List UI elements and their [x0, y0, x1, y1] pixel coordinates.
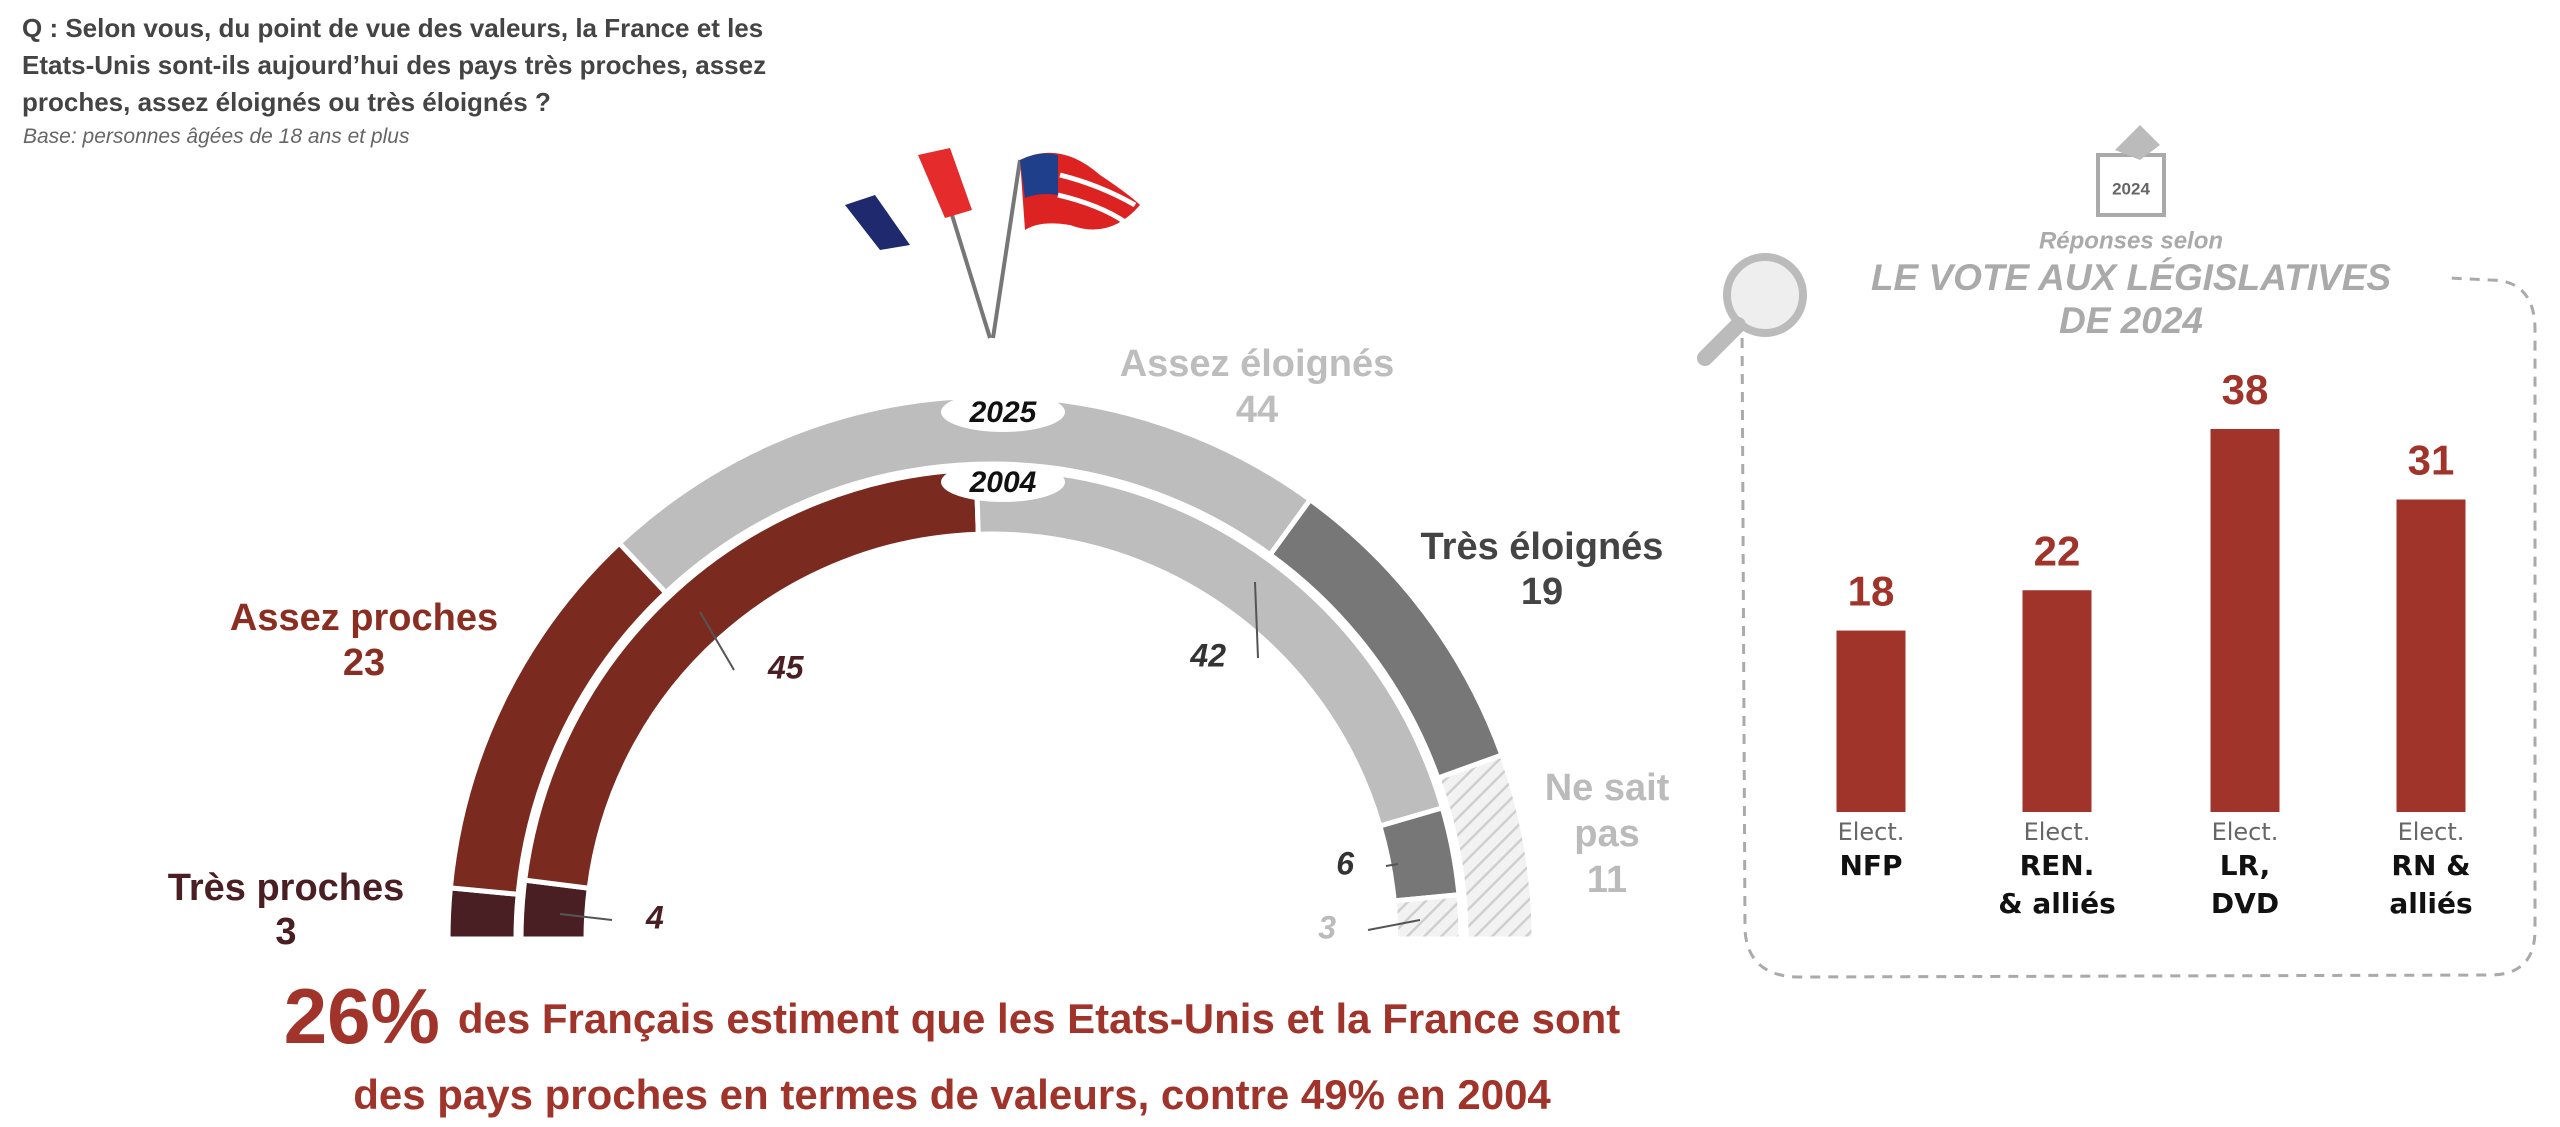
value-label: 6 [1336, 845, 1354, 881]
year-badge [941, 392, 1065, 432]
headline-text: des Français estiment que les Etats-Unis… [458, 995, 1620, 1042]
category-label: Ne sait pas [1545, 767, 1670, 855]
category-label: Très proches [168, 867, 405, 909]
category-label: Assez éloignés [1120, 343, 1395, 385]
value-label: 42 [1189, 637, 1226, 673]
value-label: 31 [2408, 437, 2455, 484]
leader-line [559, 913, 613, 921]
headline-text: des pays proches en termes de valeurs, c… [353, 1071, 1551, 1118]
year-badge [941, 462, 1065, 502]
x-tick-label: Elect. [1838, 818, 1905, 846]
x-tick-label: alliés [2389, 887, 2472, 920]
x-tick-label: Elect. [2398, 818, 2465, 846]
leader-line [1385, 863, 1399, 867]
panel-decor [1697, 125, 2537, 979]
x-tick-label: & alliés [1998, 887, 2116, 920]
headline: 26% des Français estiment que les Etats-U… [284, 972, 1621, 1060]
donut-segment [1391, 892, 1464, 942]
x-tick-label: DVD [2211, 887, 2279, 920]
panel-title: LE VOTE AUX LÉGISLATIVES [1871, 257, 2391, 298]
value-label: 3 [1318, 909, 1336, 945]
value-label: 45 [767, 649, 805, 685]
leader-line [1254, 581, 1259, 659]
base-note: Base: personnes âgées de 18 ans et plus [23, 125, 410, 148]
bar [2210, 428, 2280, 812]
headline-figure: 26% [284, 972, 440, 1060]
leader-line [1367, 919, 1421, 931]
leader-line [699, 611, 735, 671]
value-label: 23 [343, 642, 385, 684]
value-label: 38 [2222, 366, 2269, 413]
x-tick-label: REN. [2020, 849, 2095, 882]
x-tick-label: LR, [2220, 849, 2271, 882]
donut-segment [1376, 804, 1462, 904]
value-label: 44 [1236, 389, 1278, 431]
value-label: 19 [1521, 571, 1563, 613]
year-label: 2025 [969, 396, 1038, 429]
icon-label: 2024 [2112, 179, 2150, 198]
value-label: 22 [2034, 527, 2081, 574]
bar [2022, 590, 2092, 812]
question: Q : Selon vous, du point de vue des vale… [22, 13, 767, 117]
donut-segment [1434, 751, 1537, 942]
bar [1836, 630, 1906, 812]
panel-title: DE 2024 [2059, 300, 2203, 341]
value-label: 4 [645, 899, 664, 935]
value-label: 11 [1587, 859, 1627, 901]
panel-subtitle: Réponses selon [2039, 227, 2223, 254]
flags [845, 148, 1140, 339]
year-label: 2004 [969, 466, 1037, 499]
x-tick-label: RN & [2391, 849, 2470, 882]
category-label: Très éloignés [1421, 526, 1664, 568]
x-tick-label: NFP [1839, 849, 1902, 882]
category-label: Assez proches [230, 597, 498, 639]
value-label: 18 [1848, 568, 1895, 615]
value-label: 3 [275, 911, 296, 953]
x-tick-label: Elect. [2212, 818, 2279, 846]
x-tick-label: Elect. [2024, 818, 2091, 846]
bar [2396, 499, 2466, 812]
